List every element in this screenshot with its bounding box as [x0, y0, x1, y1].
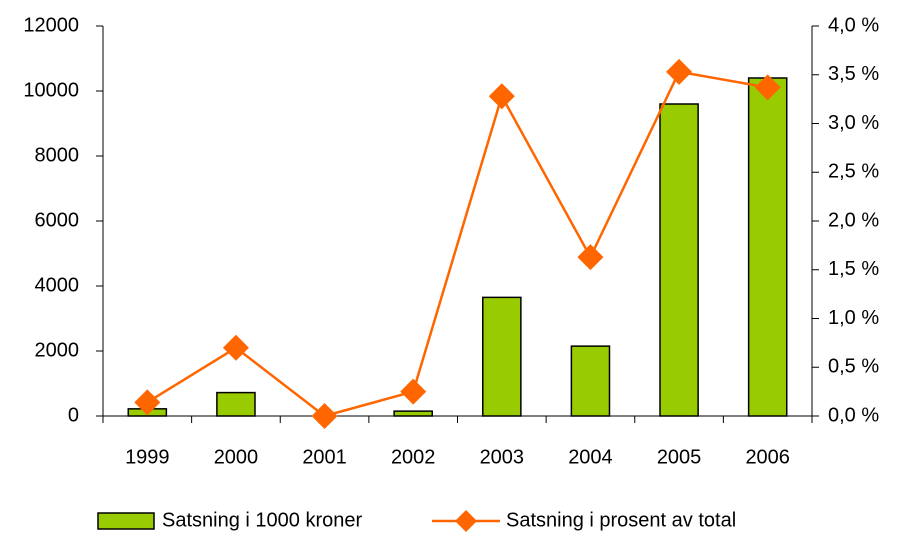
line	[146, 70, 768, 418]
marker	[754, 74, 781, 101]
bar	[216, 391, 256, 417]
y-tick-label: 12000	[23, 14, 79, 36]
x-tick-label: 2003	[480, 446, 525, 468]
y2-tick-label: 2,0 %	[828, 209, 879, 231]
y-tick-label: 10000	[23, 79, 79, 101]
x-tick-label: 2001	[302, 446, 347, 468]
marker	[666, 58, 693, 85]
y2-tick-label: 0,0 %	[828, 404, 879, 426]
x-tick-label: 2004	[568, 446, 613, 468]
bar	[747, 77, 788, 417]
y2-tick-label: 3,0 %	[828, 112, 879, 134]
bar	[570, 345, 611, 417]
legend-label: Satsning i prosent av total	[506, 509, 736, 531]
y-tick-label: 4000	[35, 274, 80, 296]
y-tick-label: 0	[68, 404, 79, 426]
marker	[222, 334, 249, 361]
marker	[311, 403, 338, 429]
y-tick-label: 6000	[35, 209, 80, 231]
legend-swatch	[97, 512, 155, 530]
legend-marker	[455, 510, 477, 532]
legend-label: Satsning i 1000 kroner	[162, 509, 362, 531]
x-tick-label: 2000	[214, 446, 259, 468]
x-tick-label: 2006	[745, 446, 790, 468]
x-tick-label: 1999	[125, 446, 170, 468]
y2-tick-label: 1,5 %	[828, 258, 879, 280]
y2-tick-label: 0,5 %	[828, 356, 879, 378]
y2-tick-label: 1,0 %	[828, 307, 879, 329]
y2-tick-label: 3,5 %	[828, 63, 879, 85]
y-tick-label: 2000	[35, 339, 80, 361]
marker	[488, 83, 515, 110]
y-tick-label: 8000	[35, 144, 80, 166]
x-tick-label: 2005	[657, 446, 702, 468]
bar	[393, 410, 433, 417]
y2-tick-label: 2,5 %	[828, 161, 879, 183]
y2-tick-label: 4,0 %	[828, 14, 879, 36]
bar	[482, 296, 522, 417]
marker	[134, 389, 161, 416]
marker	[577, 244, 604, 271]
marker	[400, 378, 427, 405]
x-tick-label: 2002	[391, 446, 436, 468]
bar	[659, 103, 699, 417]
